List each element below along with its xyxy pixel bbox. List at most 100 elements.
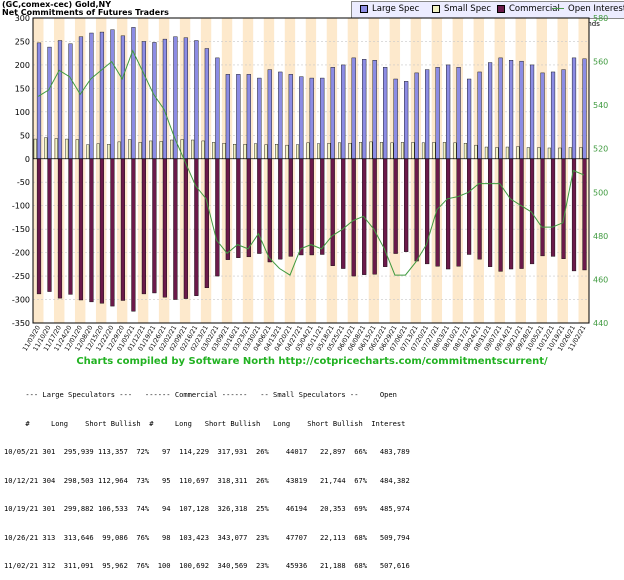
bar-small-spec [233, 144, 237, 159]
bar-small-spec [243, 144, 247, 159]
y-tick-label-right: 540 [593, 101, 608, 110]
bar-small-spec [65, 138, 69, 159]
bar-large-spec [540, 72, 545, 159]
bar-small-spec [568, 147, 572, 159]
bar-small-spec [107, 144, 111, 159]
bar-small-spec [275, 144, 279, 159]
bar-commercial [162, 158, 167, 298]
bar-large-spec [236, 74, 241, 159]
bar-commercial [498, 158, 503, 272]
bar-commercial [120, 158, 126, 301]
bar-small-spec [149, 140, 153, 159]
bar-large-spec [183, 37, 188, 159]
bar-commercial [246, 158, 251, 258]
bar-commercial [194, 158, 199, 296]
bar-commercial [267, 158, 272, 263]
bar-large-spec [225, 74, 230, 159]
bar-large-spec [278, 71, 283, 159]
bar-small-spec [453, 142, 457, 159]
y-tick-label-left: -150 [12, 225, 30, 234]
bar-large-spec [425, 69, 430, 159]
bar-small-spec [421, 142, 425, 159]
table-header-row: --- Large Speculators --- ------ Commerc… [4, 390, 397, 399]
table-row: 10/05/21 301 295,939 113,357 72% 97 114,… [4, 447, 410, 456]
bar-commercial [309, 158, 314, 256]
bar-large-spec [204, 48, 209, 159]
bar-large-spec [582, 58, 587, 159]
bar-commercial [404, 158, 409, 252]
bar-commercial [393, 158, 398, 254]
bar-small-spec [579, 147, 583, 159]
bar-commercial [341, 158, 346, 269]
bar-commercial [225, 158, 230, 260]
bar-commercial [141, 158, 146, 295]
bar-commercial [456, 158, 461, 267]
bar-commercial [131, 158, 136, 312]
bar-large-spec [141, 41, 146, 159]
bar-small-spec [505, 146, 509, 159]
large-spec-swatch-icon [360, 4, 368, 13]
plot-frame [32, 17, 590, 324]
y-tick-label-left: 0 [25, 155, 30, 164]
bar-commercial [299, 158, 304, 256]
bar-commercial [173, 158, 178, 300]
series-line-open-interest [37, 49, 584, 276]
bar-small-spec [547, 147, 551, 159]
bar-commercial [278, 158, 283, 260]
bar-commercial [582, 158, 587, 271]
bar-small-spec [484, 146, 488, 159]
y-tick-label-left: -250 [12, 272, 30, 281]
bar-small-spec [317, 143, 321, 159]
y-tick-label-right: 500 [593, 188, 608, 197]
cot-chart: 300250200150100500-50-100-150-200-250-30… [12, 14, 608, 352]
bar-large-spec [68, 43, 73, 159]
bar-commercial [36, 158, 42, 295]
bar-small-spec [191, 139, 195, 159]
bar-large-spec [246, 74, 251, 159]
bar-commercial [68, 158, 73, 295]
bar-large-spec [110, 29, 115, 159]
bar-small-spec [337, 142, 342, 159]
bar-commercial [550, 158, 556, 257]
bar-large-spec [78, 36, 84, 159]
bar-commercial [110, 158, 115, 307]
bar-large-spec [519, 60, 524, 159]
bar-small-spec [348, 143, 352, 159]
table-row: 10/19/21 301 299,882 106,533 74% 94 107,… [4, 504, 410, 513]
bar-large-spec [330, 67, 335, 159]
y-tick-label-left: -50 [17, 178, 30, 187]
bar-commercial [561, 158, 566, 259]
y-tick-label-right: 520 [593, 145, 608, 154]
y-tick-label-left: 50 [20, 131, 30, 140]
bar-commercial [508, 158, 514, 270]
bar-large-spec [508, 60, 514, 159]
bar-small-spec [537, 147, 541, 159]
bar-small-spec [390, 142, 394, 159]
legend: Large Spec Small Spec Commercial Open In… [351, 1, 624, 19]
bar-small-spec [379, 142, 384, 159]
bar-large-spec [498, 57, 503, 159]
small-spec-swatch-icon [432, 4, 440, 13]
legend-small-spec: Small Spec [432, 4, 491, 14]
bar-large-spec [99, 31, 105, 159]
y-tick-label-left: 150 [15, 84, 30, 93]
bar-small-spec [86, 144, 90, 159]
bar-commercial [446, 158, 451, 270]
bar-small-spec [33, 138, 37, 159]
y-tick-label-right: 560 [593, 58, 608, 67]
bar-small-spec [54, 138, 58, 159]
y-tick-label-right: 460 [593, 275, 608, 284]
bar-large-spec [488, 62, 493, 159]
bar-large-spec [477, 71, 482, 159]
bar-large-spec [288, 74, 293, 159]
bar-large-spec [162, 38, 167, 159]
bar-small-spec [212, 142, 216, 159]
bar-commercial [57, 158, 63, 299]
bar-small-spec [516, 146, 520, 159]
bar-commercial [477, 158, 482, 260]
bar-large-spec [194, 40, 199, 159]
bar-large-spec [257, 77, 262, 159]
bar-large-spec [404, 81, 409, 159]
bar-small-spec [96, 143, 100, 159]
bar-large-spec [351, 57, 356, 159]
